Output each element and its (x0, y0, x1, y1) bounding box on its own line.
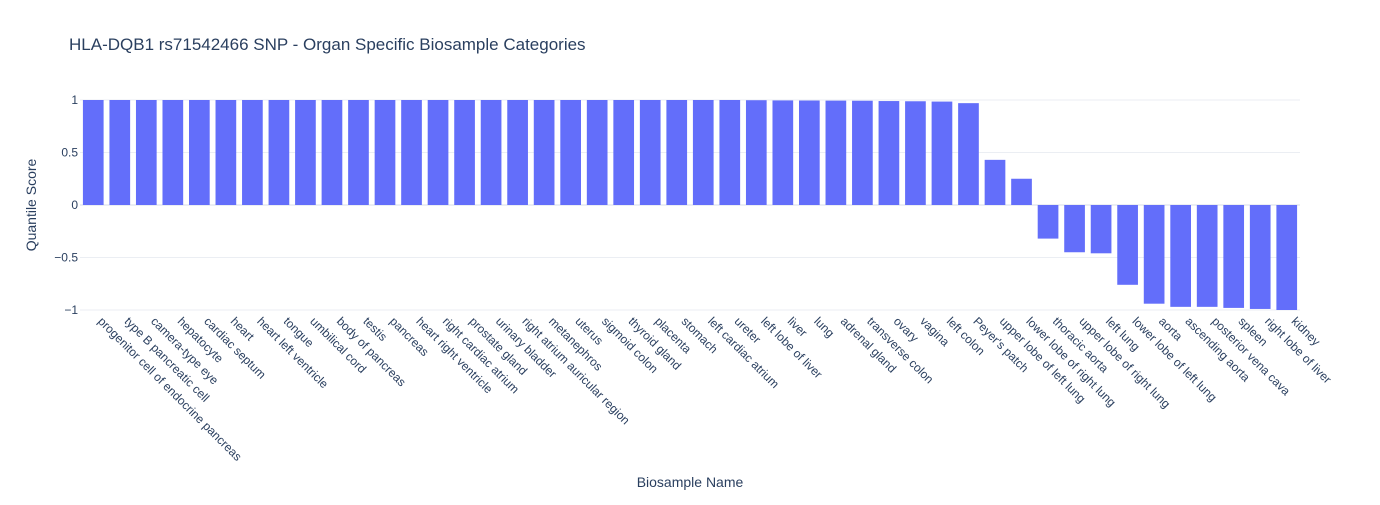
bar (1249, 205, 1271, 309)
x-axis-title: Biosample Name (637, 474, 744, 490)
bar (162, 100, 184, 205)
bar (613, 100, 635, 205)
y-axis-ticks: 1 0.5 0 −0.5 −1 (54, 93, 78, 317)
grid-layer (80, 99, 1300, 311)
bar (984, 159, 1006, 205)
bar (852, 100, 873, 205)
bar (958, 103, 979, 205)
bar (321, 100, 343, 205)
bar (295, 100, 316, 205)
bar (1090, 205, 1112, 254)
bar (719, 100, 741, 205)
bar (1117, 205, 1138, 285)
bar (639, 100, 661, 205)
bar (1276, 205, 1298, 310)
bar (135, 100, 157, 205)
bar (745, 100, 767, 205)
bar (1143, 205, 1165, 304)
bar (799, 100, 820, 205)
bar (374, 100, 396, 205)
bar (348, 100, 369, 205)
chart-title: HLA-DQB1 rs71542466 SNP - Organ Specific… (69, 35, 586, 54)
bar (1064, 205, 1085, 253)
x-axis-ticks: progenitor cell of endocrine pancreastyp… (95, 314, 1334, 464)
bar (586, 100, 608, 205)
bar (692, 100, 714, 205)
bar (772, 100, 794, 205)
bar (1011, 178, 1032, 205)
bar (560, 100, 581, 205)
bar (666, 100, 688, 205)
bar (1037, 205, 1059, 239)
bar (215, 100, 237, 205)
bar (878, 101, 900, 205)
bar (905, 101, 926, 205)
bar (427, 100, 449, 205)
bar (268, 100, 290, 205)
bar-layer (82, 100, 1298, 310)
x-tick-label: lung (811, 314, 837, 340)
y-tick-label: −0.5 (54, 251, 78, 265)
bar (401, 100, 422, 205)
bar (931, 101, 953, 205)
bar (1170, 205, 1191, 307)
bar (1223, 205, 1245, 308)
y-tick-label: 1 (71, 93, 78, 107)
bar (507, 100, 528, 205)
y-tick-label: −1 (64, 303, 78, 317)
bar (533, 100, 555, 205)
bar (109, 100, 131, 205)
y-axis-title: Quantile Score (23, 158, 39, 251)
y-tick-label: 0.5 (61, 146, 78, 160)
y-tick-label: 0 (71, 198, 78, 212)
bar (242, 100, 263, 205)
bar (82, 100, 104, 205)
bar (454, 100, 475, 205)
bar (480, 100, 502, 205)
bar (1196, 205, 1218, 307)
bar (189, 100, 210, 205)
bar (825, 100, 847, 205)
